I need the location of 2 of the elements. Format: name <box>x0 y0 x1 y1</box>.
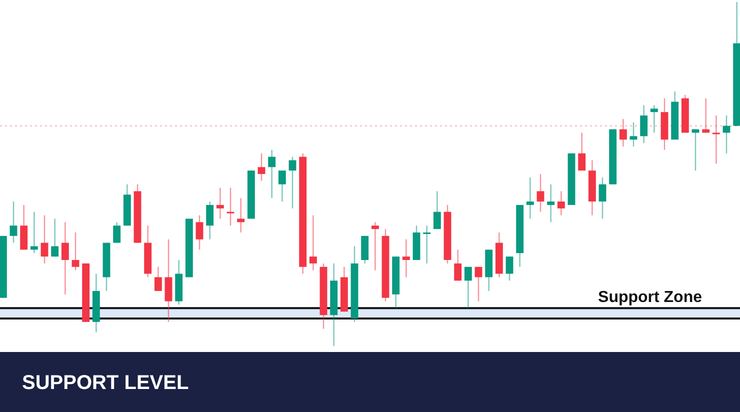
text: SUPPORT LEVEL <box>22 372 189 394</box>
band-label: Support Zone <box>598 289 702 306</box>
